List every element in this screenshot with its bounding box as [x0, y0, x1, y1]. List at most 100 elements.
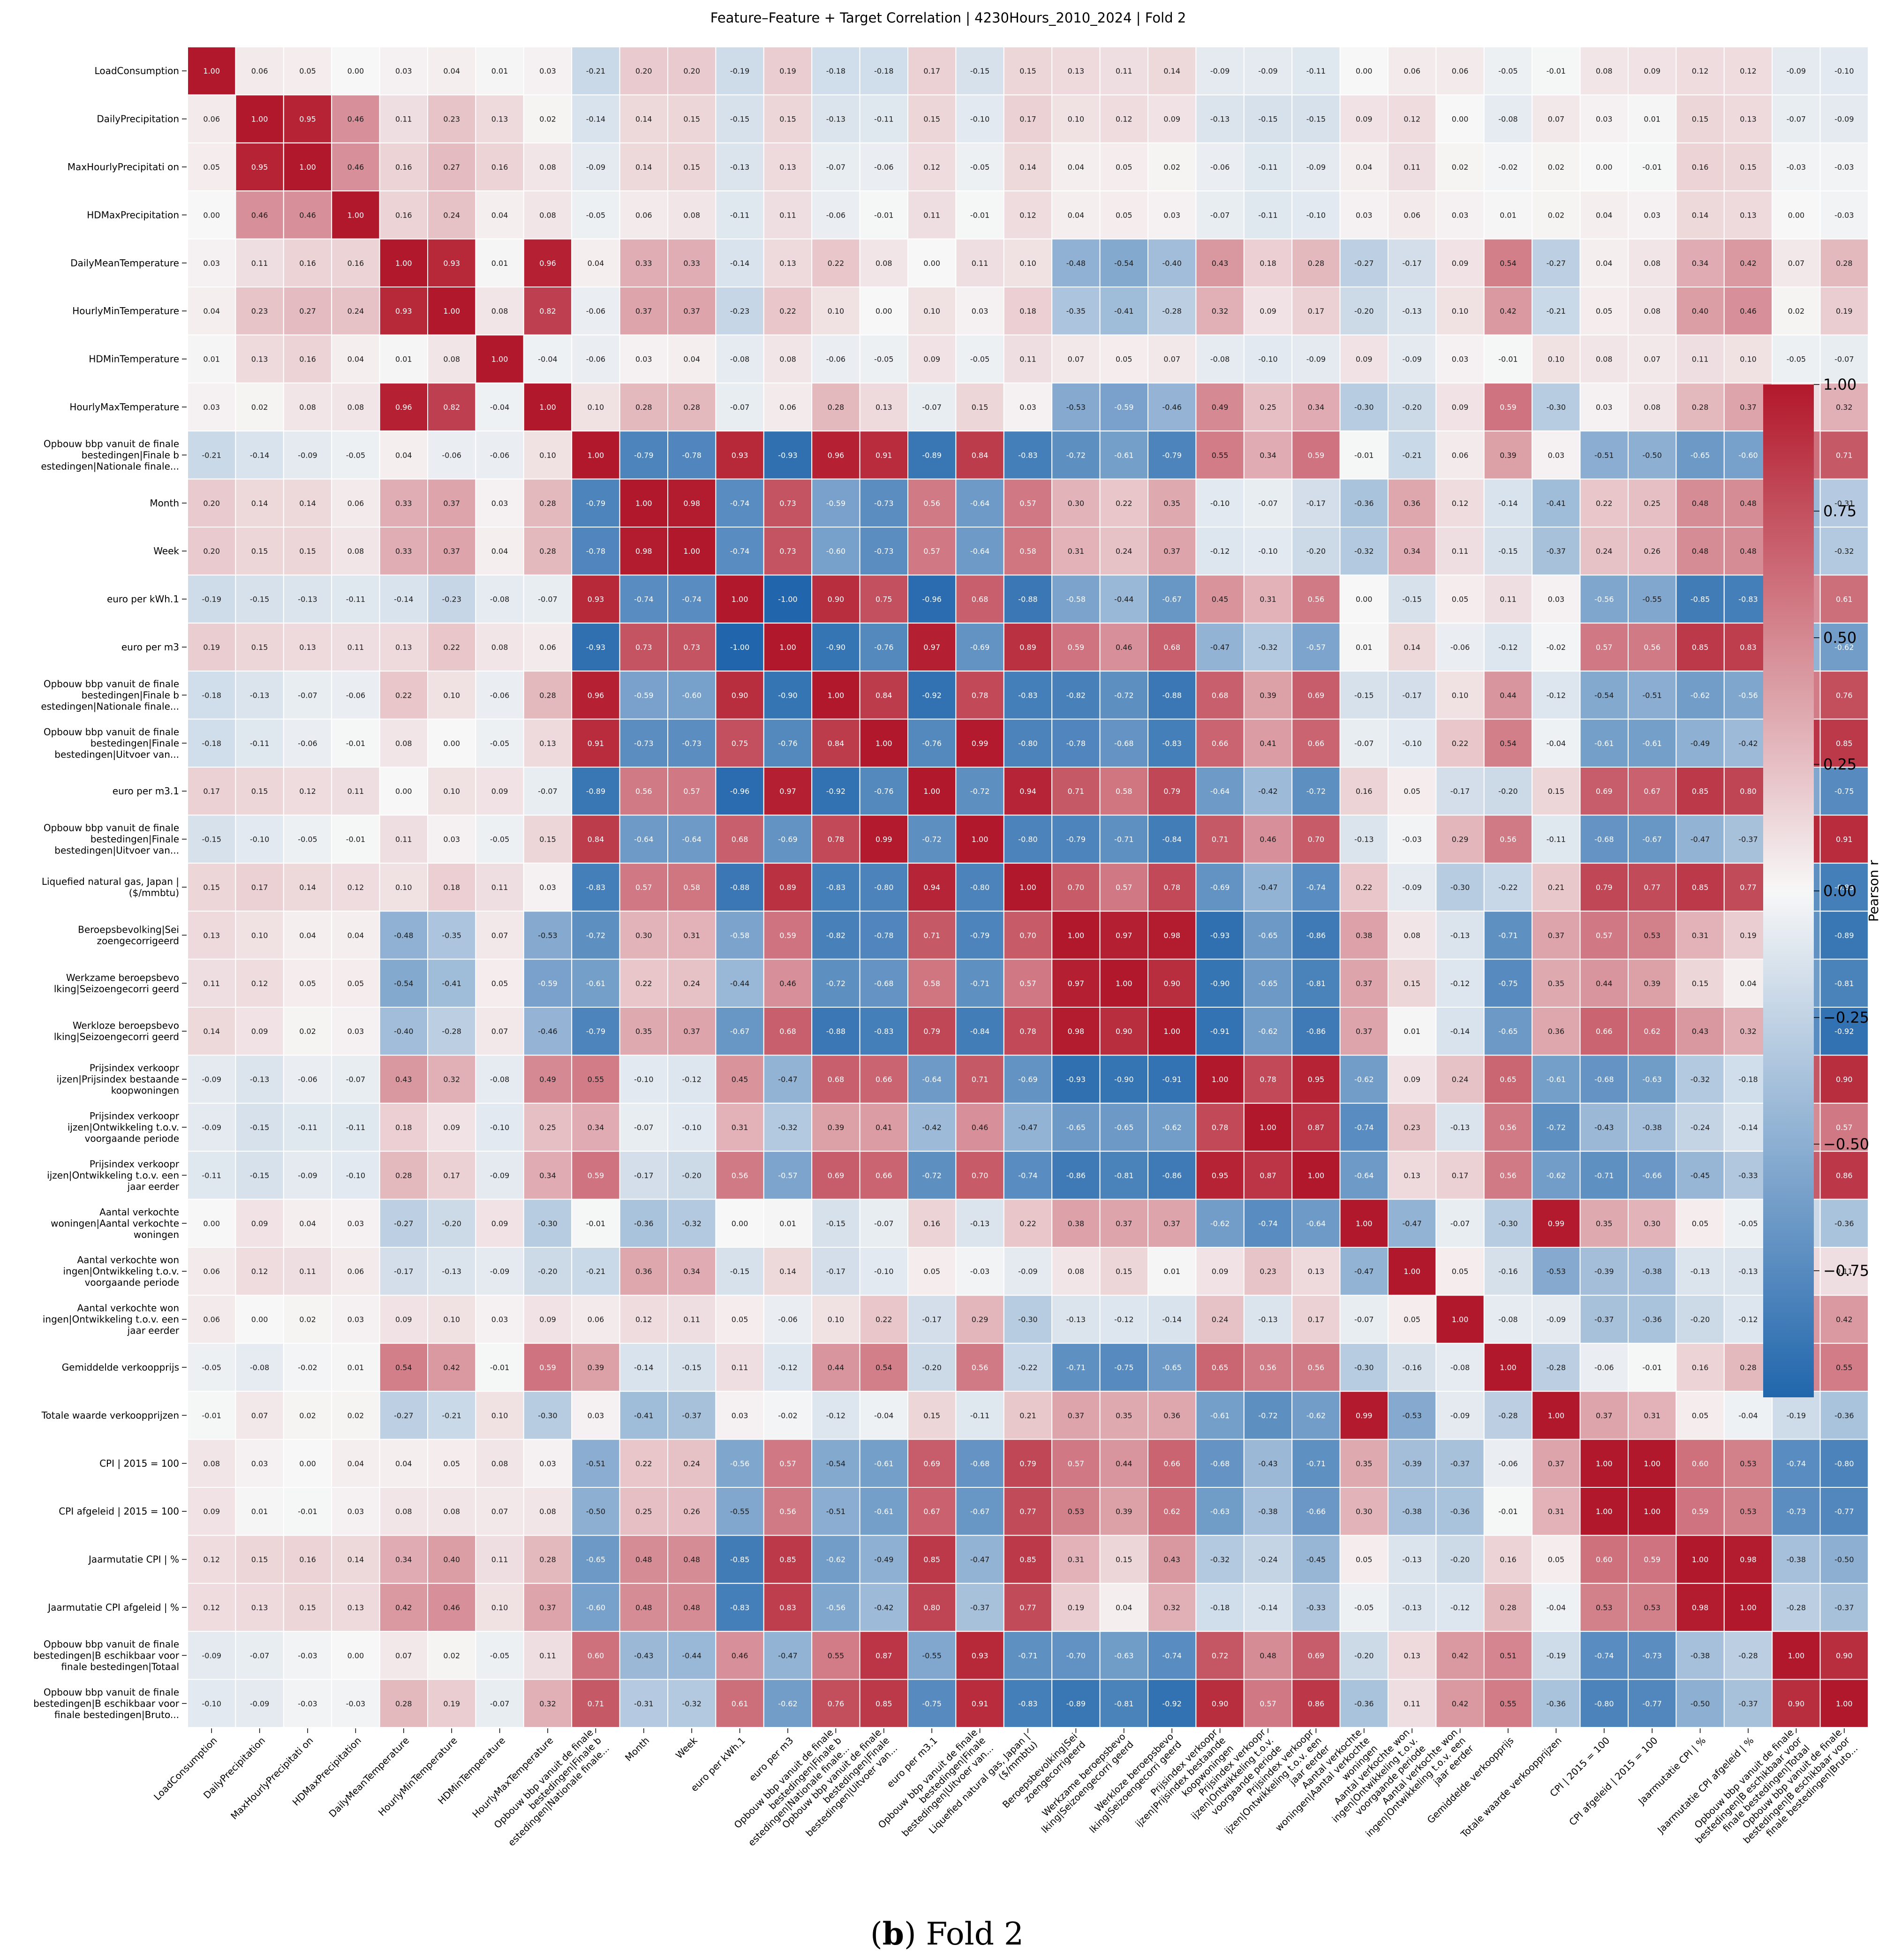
cell-value-label: 0.09 — [1212, 1267, 1229, 1276]
cell-value-label: 0.22 — [635, 979, 652, 988]
heatmap-cell — [1819, 1102, 1869, 1152]
cell-value-label: -0.11 — [874, 115, 893, 124]
heatmap-cell — [1051, 190, 1101, 240]
cell-value-label: -0.01 — [1547, 67, 1566, 75]
cell-value-label: -0.56 — [826, 1603, 845, 1612]
heatmap-cell — [907, 1631, 957, 1680]
cell-value-label: -0.53 — [1547, 1267, 1566, 1276]
cell-value-label: 0.09 — [1356, 355, 1373, 364]
heatmap-cell — [1435, 814, 1485, 864]
cell-value-label: 0.08 — [347, 547, 364, 556]
heatmap-cell — [235, 1487, 284, 1536]
cell-value-label: 0.42 — [1500, 307, 1517, 316]
heatmap-cell — [811, 814, 860, 864]
cell-value-label: 0.13 — [1740, 211, 1757, 219]
cell-value-label: 0.87 — [1308, 1123, 1325, 1132]
heatmap-cell — [1051, 382, 1101, 432]
heatmap-cell — [1628, 862, 1677, 912]
cell-value-label: -0.08 — [490, 1075, 509, 1084]
cell-value-label: 0.13 — [875, 403, 892, 412]
heatmap-cell — [1483, 478, 1533, 528]
heatmap-cell — [1772, 94, 1821, 143]
heatmap-cell — [955, 958, 1004, 1008]
heatmap-cell — [235, 814, 284, 864]
heatmap-cell — [859, 334, 908, 384]
cell-value-label: -0.28 — [442, 1027, 461, 1036]
cell-value-label: -0.13 — [1690, 1267, 1710, 1276]
cell-value-label: -0.07 — [1450, 1219, 1470, 1228]
cell-value-label: -0.12 — [1738, 1315, 1758, 1324]
row-label: Liquefied natural gas, Japan | ($/mmbtu) — [42, 876, 179, 898]
cell-value-label: 0.32 — [539, 1699, 556, 1708]
colorbar: 1.000.750.500.250.00−0.25−0.50−0.75Pears… — [1763, 376, 1881, 1397]
cell-value-label: 0.07 — [491, 1027, 508, 1036]
heatmap-cell — [1339, 1102, 1389, 1152]
heatmap-cell — [475, 1199, 524, 1248]
cell-value-label: -0.67 — [730, 1027, 749, 1036]
cell-value-label: -0.11 — [730, 211, 749, 219]
heatmap-cell — [1388, 718, 1437, 768]
cell-value-label: 0.20 — [683, 67, 700, 75]
heatmap-cell — [1435, 1439, 1485, 1488]
heatmap-cell — [331, 142, 380, 192]
cell-value-label: -0.17 — [1450, 787, 1470, 796]
cell-value-label: -0.93 — [1210, 931, 1230, 940]
heatmap-cell — [1435, 1055, 1485, 1104]
heatmap-cell — [715, 1583, 764, 1632]
cell-value-label: -0.08 — [1498, 115, 1517, 124]
cell-value-label: 0.11 — [779, 211, 796, 219]
cell-value-label: 0.91 — [588, 739, 604, 748]
cell-value-label: -0.86 — [1306, 931, 1326, 940]
cell-value-label: 0.28 — [1308, 259, 1325, 268]
cell-value-label: -0.59 — [826, 499, 845, 508]
heatmap-cell — [1435, 334, 1485, 384]
heatmap-cell — [907, 622, 957, 672]
cell-value-label: -0.62 — [1258, 1027, 1277, 1036]
heatmap-cell — [1579, 1583, 1629, 1632]
cell-value-label: 0.56 — [972, 1363, 989, 1372]
heatmap-cell — [1483, 1295, 1533, 1344]
cell-value-label: 0.41 — [875, 1123, 892, 1132]
cell-value-label: 0.21 — [1019, 1411, 1036, 1420]
heatmap-cell — [235, 286, 284, 336]
heatmap-cell — [1339, 1535, 1389, 1584]
cell-value-label: 0.03 — [491, 499, 508, 508]
cell-value-label: 0.78 — [1212, 1123, 1229, 1132]
cell-value-label: 0.24 — [1452, 1075, 1469, 1084]
heatmap-cell — [523, 94, 573, 143]
heatmap-cell — [187, 1199, 236, 1248]
cell-value-label: -0.05 — [970, 163, 989, 172]
cell-value-label: 0.46 — [1740, 307, 1757, 316]
cell-value-label: -0.67 — [970, 1507, 989, 1516]
cell-value-label: 0.39 — [828, 1123, 845, 1132]
cell-value-label: 0.56 — [1260, 1363, 1276, 1372]
cell-value-label: 0.37 — [1548, 1459, 1565, 1468]
heatmap-cell — [1195, 286, 1245, 336]
cell-value-label: 0.07 — [1548, 115, 1565, 124]
row-label: HourlyMaxTemperature — [69, 401, 179, 413]
cell-value-label: 0.90 — [1836, 1075, 1853, 1084]
heatmap-cell — [811, 1631, 860, 1680]
cell-value-label: -0.47 — [1018, 1123, 1037, 1132]
cell-value-label: -0.04 — [1547, 739, 1566, 748]
heatmap-cell — [1483, 1391, 1533, 1440]
cell-value-label: 1.00 — [347, 211, 364, 219]
heatmap-cell — [1388, 814, 1437, 864]
heatmap-cell — [1051, 1055, 1101, 1104]
heatmap-cell — [1483, 767, 1533, 816]
heatmap-cell — [1388, 862, 1437, 912]
cell-value-label: -0.30 — [538, 1411, 557, 1420]
heatmap-cell — [187, 334, 236, 384]
cell-value-label: 0.13 — [347, 1603, 364, 1612]
cell-value-label: 0.16 — [299, 355, 316, 364]
cell-value-label: 0.09 — [1404, 1075, 1420, 1084]
heatmap-cell — [283, 1535, 332, 1584]
cell-value-label: -0.63 — [1210, 1507, 1230, 1516]
cell-value-label: 0.24 — [683, 979, 700, 988]
cell-value-label: 0.28 — [635, 403, 652, 412]
chart-title: Feature–Feature + Target Correlation | 4… — [710, 10, 1186, 26]
heatmap-cell — [187, 1151, 236, 1200]
cell-value-label: 0.55 — [1212, 451, 1229, 460]
heatmap-cell — [1339, 574, 1389, 624]
cell-value-label: 0.59 — [1500, 403, 1517, 412]
